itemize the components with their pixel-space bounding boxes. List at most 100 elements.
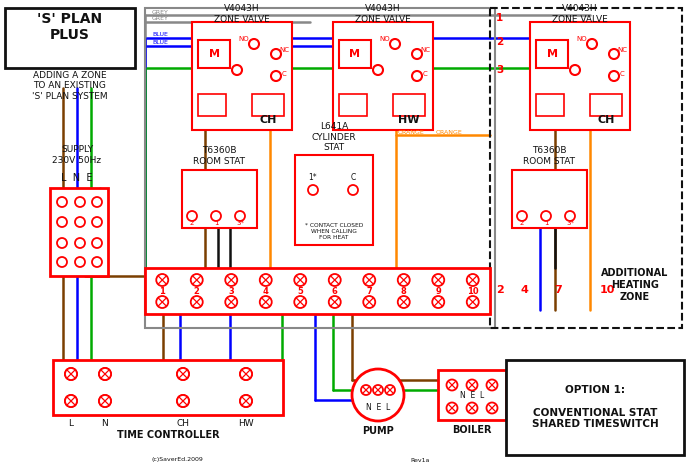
Text: 2: 2 [194, 286, 199, 295]
Circle shape [65, 368, 77, 380]
Text: 2: 2 [190, 220, 194, 226]
Circle shape [240, 368, 252, 380]
Text: ADDITIONAL
HEATING
ZONE: ADDITIONAL HEATING ZONE [601, 269, 669, 301]
Circle shape [570, 65, 580, 75]
Circle shape [432, 296, 444, 308]
Text: M: M [208, 49, 219, 59]
Circle shape [352, 369, 404, 421]
Circle shape [177, 395, 189, 407]
Bar [53, 360, 283, 415]
Circle shape [225, 296, 237, 308]
Circle shape [190, 274, 203, 286]
Circle shape [75, 197, 85, 207]
Text: OPTION 1:

CONVENTIONAL STAT
SHARED TIMESWITCH: OPTION 1: CONVENTIONAL STAT SHARED TIMES… [531, 385, 658, 430]
Circle shape [565, 211, 575, 221]
Text: 3*: 3* [566, 220, 574, 226]
Text: L: L [68, 418, 74, 427]
Circle shape [99, 395, 111, 407]
Circle shape [308, 185, 318, 195]
Circle shape [397, 296, 410, 308]
Bar [490, 8, 682, 328]
Bar [333, 22, 433, 130]
Circle shape [363, 274, 375, 286]
Bar [339, 94, 367, 116]
Text: NO: NO [239, 36, 249, 42]
Circle shape [541, 211, 551, 221]
Bar [198, 40, 230, 68]
Circle shape [92, 197, 102, 207]
Text: HW: HW [238, 418, 254, 427]
Text: CH: CH [598, 115, 615, 125]
Text: 8: 8 [401, 286, 406, 295]
Circle shape [412, 71, 422, 81]
Text: 10: 10 [467, 286, 479, 295]
Circle shape [92, 257, 102, 267]
Bar [192, 22, 292, 130]
Text: T6360B
ROOM STAT: T6360B ROOM STAT [193, 146, 245, 166]
Text: (c)SaverEd.2009: (c)SaverEd.2009 [152, 458, 204, 462]
Circle shape [390, 39, 400, 49]
Circle shape [92, 217, 102, 227]
Text: GREY: GREY [152, 16, 169, 22]
Circle shape [232, 65, 242, 75]
Text: 'S' PLAN
PLUS: 'S' PLAN PLUS [37, 12, 103, 42]
Text: ORANGE: ORANGE [436, 130, 463, 134]
Circle shape [225, 274, 237, 286]
Text: TIME CONTROLLER: TIME CONTROLLER [117, 430, 219, 440]
Circle shape [75, 217, 85, 227]
Circle shape [235, 211, 245, 221]
Text: BOILER: BOILER [452, 425, 492, 435]
Circle shape [328, 274, 341, 286]
Bar [252, 94, 284, 116]
Circle shape [190, 296, 203, 308]
Circle shape [271, 71, 281, 81]
Bar [438, 370, 506, 420]
Circle shape [363, 296, 375, 308]
Circle shape [348, 185, 358, 195]
Circle shape [240, 368, 252, 380]
Circle shape [156, 274, 168, 286]
Circle shape [99, 368, 111, 380]
Circle shape [65, 395, 77, 407]
Bar [512, 170, 587, 228]
Circle shape [240, 395, 252, 407]
Circle shape [466, 274, 479, 286]
Text: 1: 1 [214, 220, 218, 226]
Circle shape [177, 368, 189, 380]
Text: T6360B
ROOM STAT: T6360B ROOM STAT [523, 146, 575, 166]
Text: 3: 3 [228, 286, 234, 295]
Text: CH: CH [259, 115, 277, 125]
Bar [145, 268, 490, 314]
Circle shape [609, 49, 619, 59]
Circle shape [466, 296, 479, 308]
Text: 6: 6 [332, 286, 337, 295]
Text: BLUE: BLUE [152, 32, 168, 37]
Text: L  N  E: L N E [61, 173, 92, 183]
Circle shape [328, 296, 341, 308]
Text: ORANGE: ORANGE [398, 130, 425, 134]
Text: Rev1a: Rev1a [411, 458, 430, 462]
Bar [536, 40, 568, 68]
Bar [145, 8, 495, 328]
Circle shape [446, 380, 457, 390]
Text: V4043H
ZONE VALVE: V4043H ZONE VALVE [552, 4, 608, 24]
Text: 5: 5 [297, 286, 303, 295]
Bar [506, 360, 684, 455]
Text: GREY: GREY [152, 9, 169, 15]
Text: NC: NC [617, 47, 627, 53]
Circle shape [432, 274, 444, 286]
Text: M: M [350, 49, 360, 59]
Circle shape [412, 49, 422, 59]
Circle shape [249, 39, 259, 49]
Circle shape [99, 395, 111, 407]
Bar [295, 155, 373, 245]
Bar [198, 94, 226, 116]
Circle shape [397, 274, 410, 286]
Circle shape [65, 395, 77, 407]
Text: 1: 1 [159, 286, 165, 295]
Text: NC: NC [279, 47, 289, 53]
Text: L641A
CYLINDER
STAT: L641A CYLINDER STAT [312, 122, 356, 152]
Circle shape [99, 368, 111, 380]
Text: V4043H
ZONE VALVE: V4043H ZONE VALVE [214, 4, 270, 24]
Text: 1: 1 [544, 220, 549, 226]
